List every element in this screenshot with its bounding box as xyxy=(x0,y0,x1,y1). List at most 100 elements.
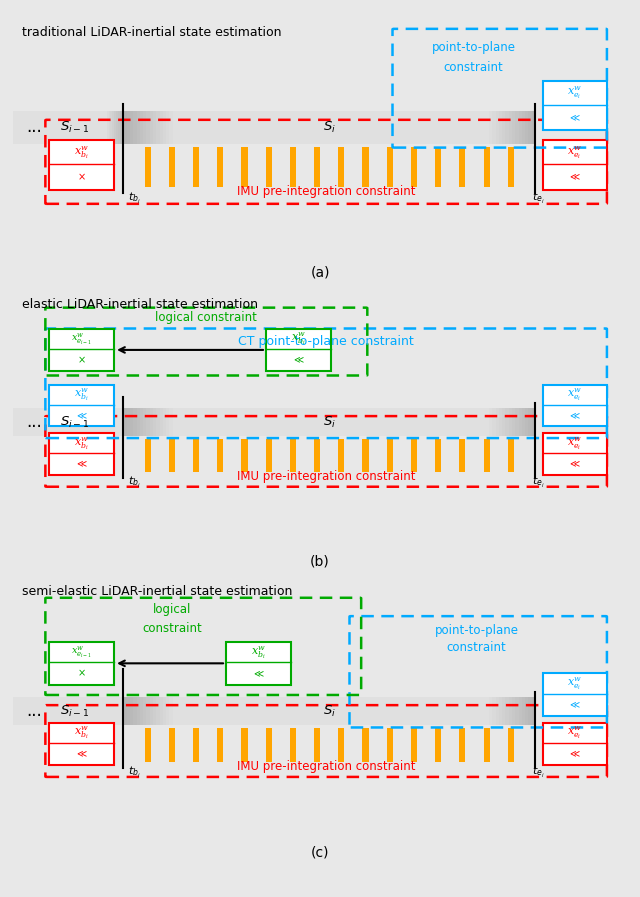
Bar xyxy=(130,110,133,144)
Bar xyxy=(124,110,535,144)
Text: CT point-to-plane constraint: CT point-to-plane constraint xyxy=(238,335,414,348)
Bar xyxy=(515,408,518,436)
Bar xyxy=(136,408,140,436)
Bar xyxy=(49,329,114,370)
Bar xyxy=(145,439,150,473)
Bar xyxy=(133,697,136,726)
Text: $S_i$: $S_i$ xyxy=(323,704,336,718)
Text: point-to-plane: point-to-plane xyxy=(431,41,516,54)
Bar xyxy=(525,697,529,726)
Bar xyxy=(241,439,248,473)
Bar xyxy=(133,408,136,436)
Bar xyxy=(166,408,170,436)
Bar xyxy=(127,110,130,144)
Bar xyxy=(150,408,153,436)
Bar xyxy=(518,697,522,726)
Bar xyxy=(156,110,159,144)
Bar xyxy=(522,408,525,436)
Bar xyxy=(114,110,116,144)
Bar xyxy=(435,147,441,187)
Bar xyxy=(145,147,150,187)
Bar xyxy=(49,140,114,190)
Bar xyxy=(532,408,535,436)
Bar xyxy=(508,147,514,187)
Text: $t_{b_i}$: $t_{b_i}$ xyxy=(128,475,141,490)
Bar xyxy=(124,408,127,436)
Bar xyxy=(163,110,166,144)
Bar xyxy=(508,439,514,473)
Bar xyxy=(543,433,607,475)
Text: $x^w_{b_i}$: $x^w_{b_i}$ xyxy=(74,725,89,741)
Bar xyxy=(227,642,291,684)
Bar xyxy=(127,408,130,436)
Bar xyxy=(266,329,331,370)
Bar xyxy=(495,110,499,144)
Bar xyxy=(411,147,417,187)
Bar xyxy=(499,110,502,144)
Bar xyxy=(147,110,150,144)
Text: constraint: constraint xyxy=(447,641,506,654)
Text: $S_i$: $S_i$ xyxy=(323,119,336,135)
Text: $\ll$: $\ll$ xyxy=(292,354,305,365)
Text: logical constraint: logical constraint xyxy=(156,311,257,325)
Text: $S_{i-1}$: $S_{i-1}$ xyxy=(60,119,89,135)
Bar xyxy=(532,110,535,144)
Bar xyxy=(362,147,369,187)
Bar xyxy=(163,697,166,726)
Bar xyxy=(484,728,490,762)
Bar xyxy=(290,728,296,762)
Text: elastic LiDAR-inertial state estimation: elastic LiDAR-inertial state estimation xyxy=(22,298,258,310)
Bar xyxy=(543,674,607,716)
Bar xyxy=(506,408,509,436)
Bar xyxy=(116,110,118,144)
Bar xyxy=(140,697,143,726)
Bar xyxy=(489,110,492,144)
Bar xyxy=(166,110,170,144)
Text: $x^w_{b_i}$: $x^w_{b_i}$ xyxy=(74,435,89,452)
Bar xyxy=(499,697,502,726)
Bar xyxy=(124,697,127,726)
Text: $x^w_{e_i}$: $x^w_{e_i}$ xyxy=(567,84,582,101)
Bar xyxy=(130,408,133,436)
Bar xyxy=(156,697,159,726)
Bar xyxy=(133,110,136,144)
Text: $x^w_{b_i}$: $x^w_{b_i}$ xyxy=(291,331,306,347)
Text: point-to-plane: point-to-plane xyxy=(435,624,518,638)
Bar xyxy=(143,408,147,436)
Bar xyxy=(217,147,223,187)
Bar xyxy=(495,697,499,726)
Bar xyxy=(506,697,509,726)
Bar xyxy=(107,110,109,144)
Text: $\times$: $\times$ xyxy=(77,172,86,182)
Text: $\ll$: $\ll$ xyxy=(75,410,88,421)
Bar xyxy=(143,110,147,144)
Text: ...: ... xyxy=(26,118,42,136)
Bar xyxy=(49,723,114,765)
Text: $x^w_{e_i}$: $x^w_{e_i}$ xyxy=(567,435,582,452)
Bar xyxy=(169,439,175,473)
Bar xyxy=(156,408,159,436)
Bar xyxy=(339,439,344,473)
Text: $x^w_{e_i}$: $x^w_{e_i}$ xyxy=(567,387,582,403)
Text: IMU pre-integration constraint: IMU pre-integration constraint xyxy=(237,185,415,198)
Bar xyxy=(512,408,515,436)
Bar xyxy=(499,408,502,436)
Text: $\ll$: $\ll$ xyxy=(568,459,582,469)
Bar xyxy=(124,110,127,144)
Bar xyxy=(460,147,465,187)
Bar xyxy=(150,110,153,144)
Bar xyxy=(502,408,506,436)
Bar xyxy=(159,697,163,726)
Bar xyxy=(515,110,518,144)
Bar xyxy=(314,728,320,762)
Text: $x^w_{e_i}$: $x^w_{e_i}$ xyxy=(567,144,582,161)
Bar xyxy=(435,728,441,762)
Bar xyxy=(522,110,525,144)
Text: ...: ... xyxy=(26,414,42,431)
Bar xyxy=(508,728,514,762)
Bar xyxy=(49,642,114,684)
Bar xyxy=(486,408,489,436)
Bar xyxy=(159,408,163,436)
Bar xyxy=(266,728,272,762)
Text: $t_{e_i}$: $t_{e_i}$ xyxy=(532,764,545,779)
